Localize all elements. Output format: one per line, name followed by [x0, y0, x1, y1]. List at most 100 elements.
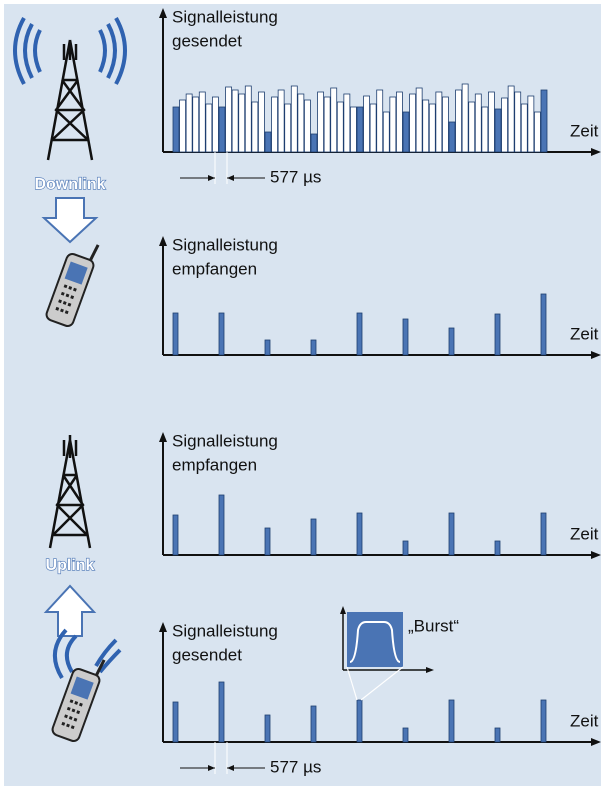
bar: [271, 96, 278, 153]
burst-curve: [349, 621, 401, 663]
bar: [494, 108, 502, 153]
bar: [402, 540, 409, 556]
bar: [448, 699, 455, 743]
x-arrow: [591, 551, 601, 559]
bar: [540, 293, 547, 356]
bar: [448, 327, 455, 356]
bar: [238, 93, 246, 153]
bar: [488, 91, 495, 153]
bar: [244, 85, 252, 153]
bar: [356, 512, 363, 556]
x-axis-label: Zeit: [570, 711, 599, 730]
axis-title: empfangen: [172, 259, 257, 278]
axis-title: gesendet: [172, 645, 242, 664]
bar: [356, 312, 363, 356]
downlink-label: Downlink: [34, 176, 105, 193]
phone-top: [45, 244, 100, 327]
bar: [540, 512, 547, 556]
bar: [218, 681, 225, 743]
bar: [172, 701, 179, 743]
waves-down: [13, 17, 127, 85]
bar: [264, 339, 271, 356]
phone-bottom: [51, 659, 106, 742]
bar: [205, 103, 213, 153]
bar: [264, 131, 272, 153]
bar: [343, 93, 351, 153]
bar: [409, 93, 416, 153]
bar: [172, 514, 179, 556]
bar: [231, 89, 239, 153]
y-arrow: [159, 236, 167, 246]
bar: [448, 121, 456, 153]
burst-link: [360, 666, 404, 701]
bar: [514, 91, 522, 153]
bar: [389, 96, 397, 153]
slot-label: 577 µs: [270, 167, 321, 186]
bar: [297, 93, 305, 153]
bar: [198, 91, 206, 153]
bar: [258, 91, 265, 153]
slot-arrowhead: [208, 765, 215, 771]
bar: [218, 494, 225, 556]
bar: [290, 85, 298, 153]
x-axis-label: Zeit: [570, 324, 599, 343]
x-arrow: [591, 148, 601, 156]
axis-title: gesendet: [172, 31, 242, 50]
inset-arrow: [340, 606, 346, 614]
bar: [448, 512, 455, 556]
bar: [310, 339, 317, 356]
uplink-label: Uplink: [46, 557, 95, 574]
bar: [507, 85, 515, 153]
axis-title: Signalleistung: [172, 7, 278, 26]
bar: [185, 93, 193, 153]
bar: [415, 87, 423, 153]
bar: [310, 705, 317, 743]
tower-top: [46, 39, 94, 161]
bar: [192, 96, 200, 153]
bar: [330, 87, 338, 153]
bar: [455, 89, 462, 153]
bar: [172, 312, 179, 356]
bar: [468, 101, 476, 153]
bar: [323, 96, 331, 153]
arrow-down: [41, 197, 99, 244]
x-arrow: [591, 738, 601, 746]
bar: [376, 89, 384, 153]
y-arrow: [159, 622, 167, 632]
bar: [225, 86, 232, 153]
bar: [402, 111, 410, 153]
tower-bottom: [48, 435, 92, 549]
x-axis-label: Zeit: [570, 524, 599, 543]
bar: [540, 89, 548, 153]
burst-box: [347, 612, 403, 667]
bar: [356, 699, 363, 743]
bar: [402, 318, 409, 356]
bar: [442, 96, 449, 153]
bar: [179, 99, 186, 153]
bar: [527, 95, 535, 153]
bar: [336, 101, 344, 153]
axis-title: empfangen: [172, 455, 257, 474]
bar: [494, 313, 501, 356]
burst-link: [346, 666, 358, 701]
slot-arrowhead: [208, 175, 215, 181]
y-arrow: [159, 8, 167, 18]
bar: [363, 95, 370, 153]
bar: [218, 106, 226, 153]
bar: [264, 527, 271, 556]
bar: [310, 518, 317, 556]
bar: [356, 106, 364, 153]
bar: [534, 111, 541, 153]
slot-label: 577 µs: [270, 757, 321, 776]
bar: [369, 103, 377, 153]
bar: [304, 99, 311, 153]
bar: [396, 91, 403, 153]
bar: [422, 99, 430, 153]
bar: [251, 101, 259, 153]
bar: [428, 103, 436, 153]
bar: [435, 91, 443, 153]
inset-arrow: [426, 667, 434, 673]
bar: [481, 106, 489, 153]
slot-arrowhead: [227, 765, 234, 771]
